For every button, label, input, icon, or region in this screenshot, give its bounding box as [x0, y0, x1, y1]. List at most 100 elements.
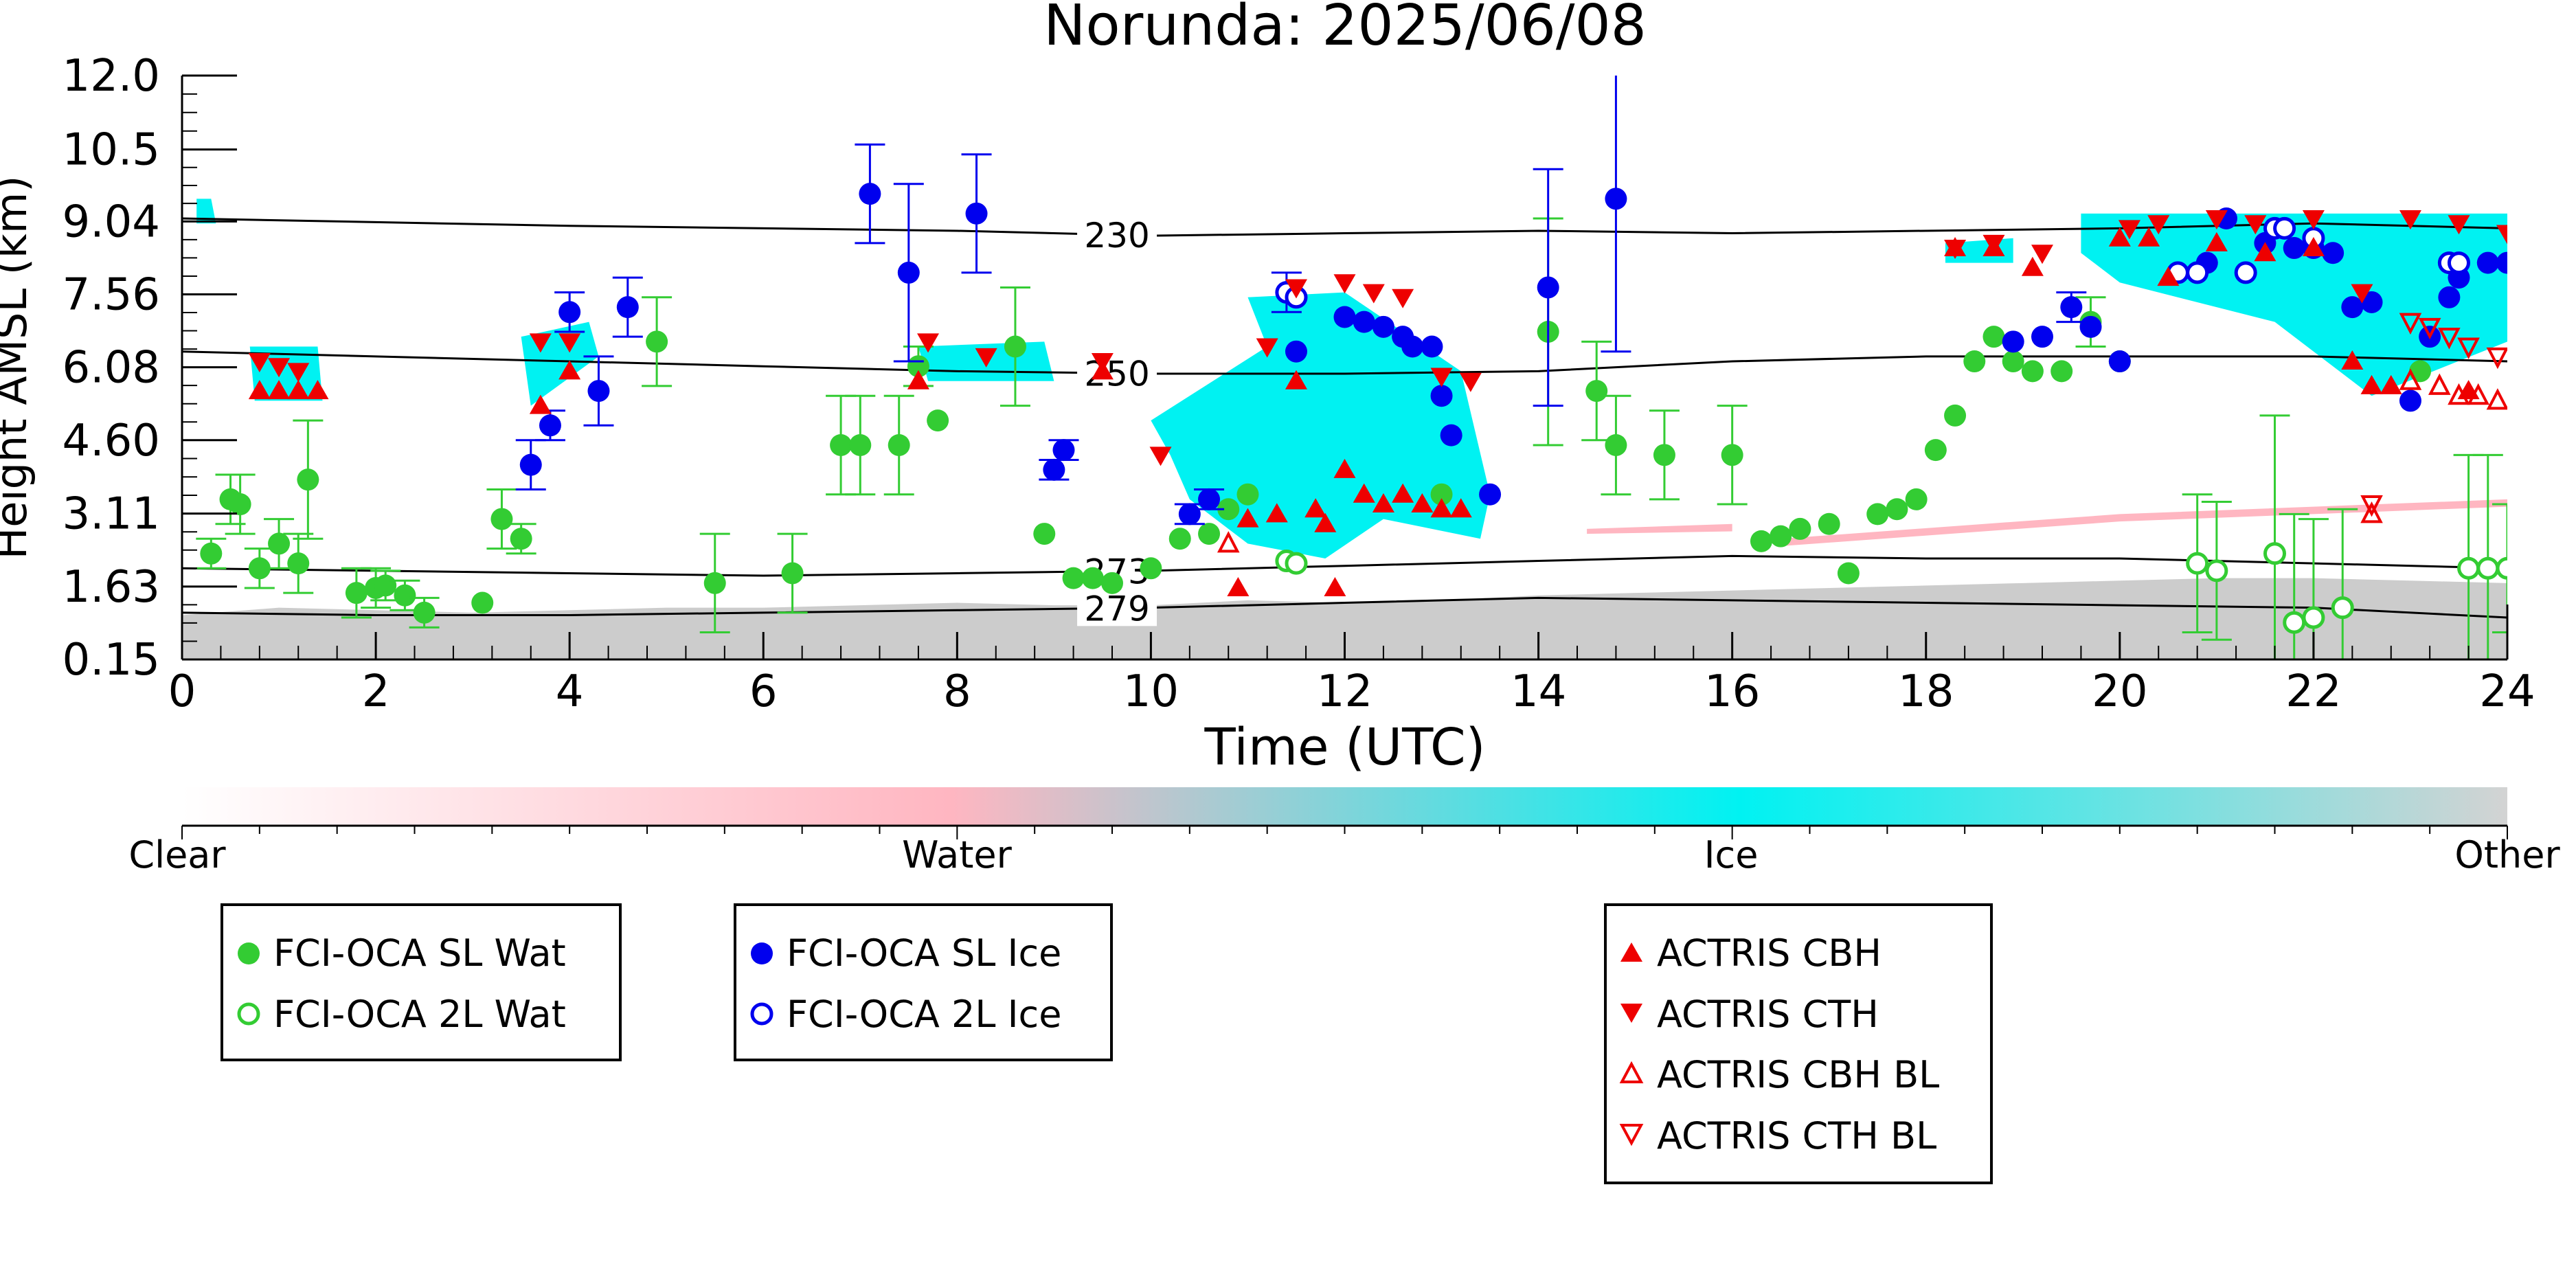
y-tick-label: 3.11	[63, 489, 161, 540]
data-point	[907, 370, 929, 389]
data-point	[1362, 284, 1385, 304]
ice-mask-region	[2081, 213, 2507, 396]
data-point	[1333, 274, 1356, 294]
legend-water: FCI-OCA SL Wat FCI-OCA 2L Wat	[221, 903, 622, 1061]
series-actris-cth-bl	[2360, 313, 2507, 517]
data-point	[2254, 242, 2276, 262]
legend-actris-cbh-label: ACTRIS CBH	[1657, 931, 1882, 975]
data-point	[1963, 350, 1986, 373]
data-point	[1178, 503, 1201, 526]
legend-actris-cth-bl-label: ACTRIS CTH BL	[1657, 1114, 1936, 1157]
data-point	[1818, 512, 1840, 535]
y-ticks: 0.15 1.63 3.11 4.60 6.08 7.56 9.04 10.5 12.0	[63, 51, 237, 686]
data-point	[2476, 251, 2499, 274]
data-point	[2157, 267, 2180, 286]
data-point	[248, 353, 271, 373]
y-tick-label: 10.5	[63, 125, 161, 176]
legend-actris-cth-label: ACTRIS CTH	[1657, 993, 1879, 1036]
legend-water-2l-label: FCI-OCA 2L Wat	[273, 993, 566, 1036]
isotherm-label-250: 250	[1084, 354, 1149, 394]
data-point	[529, 394, 552, 414]
data-point	[1333, 306, 1356, 328]
data-point	[1770, 525, 1792, 547]
axes: 0 2 4 6 8 10 12 14 16 18 20 22 24 0.151.633.114.606.…	[63, 51, 2535, 717]
data-point	[646, 330, 668, 353]
y-tick-label: 7.56	[63, 269, 161, 320]
series-fci-oca-2l-wat	[1275, 414, 2507, 659]
data-point	[1924, 439, 1947, 462]
data-point	[830, 433, 852, 456]
isotherm-label-bg	[1077, 355, 1157, 392]
data-point	[1837, 562, 1860, 585]
data-point	[1043, 458, 1065, 481]
data-point	[2002, 330, 2024, 353]
data-point	[1789, 517, 1811, 540]
data-point	[558, 360, 581, 380]
y-tick-label: 12.0	[63, 51, 161, 102]
data-point	[1062, 567, 1085, 589]
legend-ice-sl-label: FCI-OCA SL Ice	[787, 931, 1061, 975]
data-point	[965, 202, 988, 225]
isotherm-line-273	[182, 554, 2507, 577]
data-point	[2031, 245, 2053, 264]
data-point	[2331, 596, 2354, 620]
data-point	[529, 333, 552, 353]
data-point	[1052, 439, 1075, 462]
data-point	[1392, 289, 1414, 308]
isotherm-line-279	[182, 596, 2507, 619]
legend-ice: FCI-OCA SL Ice FCI-OCA 2L Ice	[734, 903, 1113, 1061]
legend-actris-cbh-marker	[1620, 942, 1642, 962]
data-point	[1392, 483, 1414, 503]
data-point	[248, 557, 271, 580]
data-point	[471, 591, 494, 614]
data-point	[1324, 576, 1346, 596]
data-point	[2380, 374, 2402, 394]
ice-mask-region	[1151, 292, 1491, 558]
data-point	[1944, 404, 1967, 427]
water-mask-region	[1781, 499, 2507, 547]
data-point	[394, 584, 416, 607]
data-point	[2351, 284, 2373, 304]
data-point	[2418, 317, 2441, 340]
chart-title: Norunda: 2025/06/08	[1043, 0, 1647, 58]
ice-mask-region	[196, 199, 216, 224]
data-point	[2399, 313, 2422, 335]
data-point	[2486, 347, 2507, 370]
legend-water-sl-label: FCI-OCA SL Wat	[273, 931, 566, 975]
x-tick-label: 16	[1704, 666, 1760, 717]
water-mask-region	[1587, 523, 1732, 534]
data-point	[1721, 444, 1743, 466]
legend-actris-cbh-bl-marker	[1619, 1061, 1644, 1083]
data-point	[413, 601, 436, 624]
data-point	[2021, 360, 2044, 383]
data-point	[1091, 353, 1114, 373]
data-point	[558, 333, 581, 353]
data-point	[268, 380, 291, 400]
data-point	[1605, 188, 1627, 210]
data-point	[374, 574, 397, 597]
data-point	[1265, 503, 1288, 523]
data-point	[2496, 225, 2507, 245]
data-point	[2486, 388, 2507, 410]
data-point	[2447, 251, 2470, 275]
data-point	[1285, 370, 1307, 389]
legend-actris-cth-marker	[1620, 1004, 1642, 1023]
isotherm-label-bg	[1077, 216, 1157, 253]
legend-ice-2l-marker	[750, 1002, 773, 1026]
data-point	[1140, 557, 1162, 580]
data-point	[2360, 374, 2383, 394]
data-point	[229, 493, 251, 516]
data-point	[2205, 210, 2228, 230]
data-point	[1653, 444, 1675, 466]
data-point	[2186, 552, 2209, 575]
data-point	[2341, 296, 2364, 319]
series-actris-cbh-bl	[1217, 368, 2507, 553]
data-point	[1944, 240, 1967, 260]
data-point	[1905, 488, 1928, 510]
data-point	[1217, 531, 1240, 553]
data-point	[490, 508, 513, 530]
data-point	[1353, 483, 1375, 503]
data-point	[2496, 251, 2507, 274]
data-point	[1479, 483, 1502, 506]
